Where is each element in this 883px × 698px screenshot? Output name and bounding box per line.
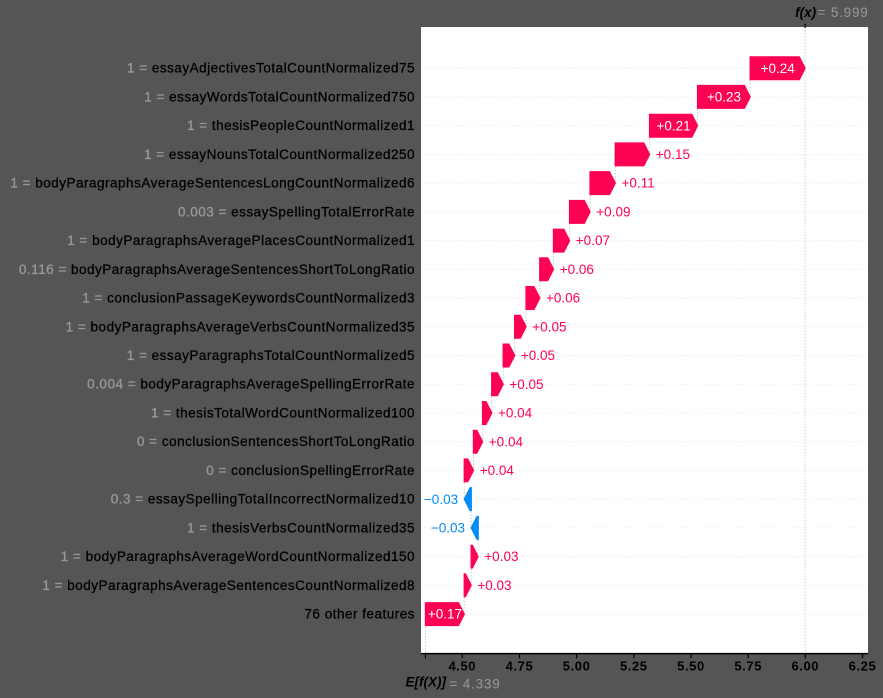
svg-text:4.75: 4.75	[506, 659, 534, 674]
svg-text:+0.04: +0.04	[480, 463, 515, 478]
svg-text:5.75: 5.75	[734, 659, 762, 674]
svg-text:= 4.339: = 4.339	[450, 677, 501, 692]
svg-text:1 = conclusionPassageKeywordsC: 1 = conclusionPassageKeywordsCountNormal…	[82, 291, 415, 306]
svg-text:1 = thesisVerbsCountNormalized: 1 = thesisVerbsCountNormalized35	[187, 520, 415, 535]
svg-text:1 = essayAdjectivesTotalCountN: 1 = essayAdjectivesTotalCountNormalized7…	[127, 61, 415, 76]
svg-text:4.50: 4.50	[448, 659, 476, 674]
svg-text:+0.03: +0.03	[484, 549, 518, 564]
svg-text:1 = bodyParagraphsAverageSente: 1 = bodyParagraphsAverageSentencesLongCo…	[10, 176, 415, 191]
svg-text:+0.15: +0.15	[656, 147, 690, 162]
svg-text:1 = essayParagraphsTotalCountN: 1 = essayParagraphsTotalCountNormalized5	[127, 348, 415, 363]
svg-text:+0.04: +0.04	[489, 434, 524, 449]
svg-text:E[f(X)]: E[f(X)]	[406, 675, 447, 690]
svg-text:5.25: 5.25	[620, 659, 648, 674]
svg-text:= 5.999: = 5.999	[818, 5, 869, 20]
svg-text:+0.24: +0.24	[761, 61, 796, 76]
svg-text:1 = bodyParagraphsAverageSente: 1 = bodyParagraphsAverageSentencesCountN…	[42, 578, 415, 593]
svg-text:+0.05: +0.05	[521, 348, 555, 363]
svg-text:0.003 = essaySpellingTotalErro: 0.003 = essaySpellingTotalErrorRate	[178, 204, 415, 219]
svg-text:5.00: 5.00	[563, 659, 591, 674]
svg-text:+0.09: +0.09	[596, 205, 630, 220]
svg-text:6.25: 6.25	[849, 659, 877, 674]
svg-text:0.004 = bodyParagraphsAverageS: 0.004 = bodyParagraphsAverageSpellingErr…	[87, 377, 415, 392]
svg-text:5.50: 5.50	[677, 659, 705, 674]
svg-text:+0.05: +0.05	[532, 319, 566, 334]
svg-text:−0.03: −0.03	[424, 492, 458, 507]
svg-text:1 = essayWordsTotalCountNormal: 1 = essayWordsTotalCountNormalized750	[144, 89, 415, 104]
svg-text:+0.05: +0.05	[509, 377, 543, 392]
svg-text:+0.11: +0.11	[622, 176, 655, 191]
svg-text:0 = conclusionSpellingErrorRat: 0 = conclusionSpellingErrorRate	[206, 463, 415, 478]
svg-text:f(x): f(x)	[795, 5, 816, 20]
svg-text:76 other features: 76 other features	[304, 607, 415, 622]
svg-text:1 = thesisPeopleCountNormalize: 1 = thesisPeopleCountNormalized1	[187, 118, 415, 133]
svg-text:1 = bodyParagraphsAverageVerbs: 1 = bodyParagraphsAverageVerbsCountNorma…	[66, 319, 415, 334]
svg-text:1 = bodyParagraphsAverageWordC: 1 = bodyParagraphsAverageWordCountNormal…	[61, 549, 415, 564]
svg-text:1 = thesisTotalWordCountNormal: 1 = thesisTotalWordCountNormalized100	[151, 406, 415, 421]
svg-text:−0.03: −0.03	[431, 521, 465, 536]
svg-text:0 = conclusionSentencesShortTo: 0 = conclusionSentencesShortToLongRatio	[137, 434, 415, 449]
svg-text:+0.03: +0.03	[477, 578, 511, 593]
svg-text:+0.23: +0.23	[707, 90, 741, 105]
svg-text:1 = bodyParagraphsAveragePlace: 1 = bodyParagraphsAveragePlacesCountNorm…	[67, 233, 415, 248]
svg-text:+0.06: +0.06	[560, 262, 594, 277]
svg-text:+0.21: +0.21	[657, 118, 691, 133]
svg-text:6.00: 6.00	[791, 659, 819, 674]
svg-text:+0.17: +0.17	[428, 607, 462, 622]
svg-text:0.3 = essaySpellingTotalIncorr: 0.3 = essaySpellingTotalIncorrectNormali…	[111, 492, 415, 507]
svg-text:+0.07: +0.07	[576, 233, 610, 248]
svg-text:1 = essayNounsTotalCountNormal: 1 = essayNounsTotalCountNormalized250	[144, 147, 415, 162]
svg-text:0.116 = bodyParagraphsAverageS: 0.116 = bodyParagraphsAverageSentencesSh…	[19, 262, 415, 277]
svg-text:+0.06: +0.06	[546, 291, 580, 306]
svg-text:+0.04: +0.04	[498, 406, 533, 421]
